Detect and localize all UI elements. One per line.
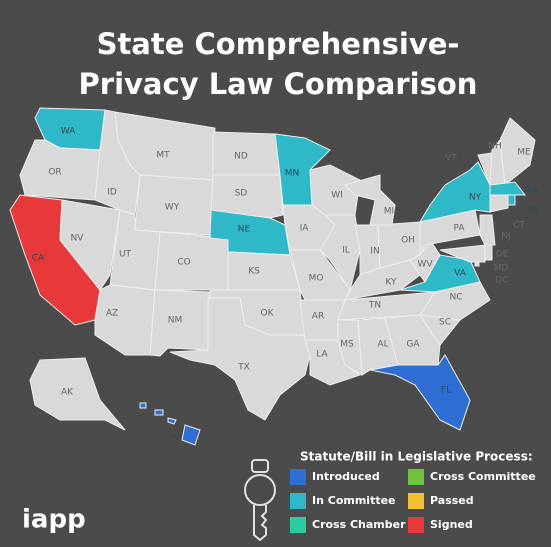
state-label: NH: [488, 142, 502, 152]
state-label: NV: [71, 234, 85, 244]
state-label: DC: [495, 276, 508, 286]
state-label: CT: [513, 221, 525, 231]
state-label: MO: [309, 274, 324, 284]
state-label: KS: [248, 267, 260, 277]
state: [369, 354, 471, 431]
legend-swatch: [408, 469, 424, 485]
key-icon: [244, 459, 276, 542]
state: [489, 194, 509, 213]
state: [418, 314, 461, 346]
state-label: CA: [32, 254, 45, 264]
state-label: WV: [417, 260, 433, 270]
state-label: OH: [401, 236, 415, 246]
state: [439, 244, 486, 263]
state-label: MI: [384, 207, 394, 217]
state-label: AL: [377, 340, 388, 350]
state: [139, 402, 201, 446]
logo: iapp: [22, 505, 86, 535]
state-label: VA: [454, 269, 467, 279]
state: [319, 214, 361, 292]
legend-swatch: [290, 493, 306, 509]
state-label: IA: [300, 224, 310, 234]
legend-label: Cross Chamber: [312, 518, 406, 531]
state-label: FL: [441, 386, 451, 396]
state-label: ND: [234, 152, 248, 162]
state: [227, 251, 301, 291]
state-label: WY: [165, 203, 180, 213]
state-label: NM: [168, 316, 183, 326]
legend-title: Statute/Bill in Legislative Process:: [300, 450, 533, 464]
state: [499, 117, 536, 186]
state-label: TX: [237, 363, 250, 373]
state-label: NY: [469, 193, 482, 203]
state: [474, 261, 480, 267]
state-label: ME: [517, 148, 531, 158]
state-label: OK: [261, 309, 275, 319]
state-label: IL: [342, 246, 350, 256]
state: [210, 174, 284, 219]
legend-swatch: [290, 469, 306, 485]
state-label: PA: [453, 224, 465, 234]
state: [479, 214, 496, 246]
title-line: State Comprehensive-: [97, 27, 460, 61]
state: [59, 199, 121, 291]
state-label: WI: [331, 191, 343, 201]
state-label: IN: [370, 247, 379, 257]
state-label: GA: [406, 340, 420, 350]
state-label: UT: [119, 250, 132, 260]
legend-swatch: [290, 517, 306, 533]
state-label: MN: [285, 169, 300, 179]
state-label: HI: [172, 433, 181, 443]
legend-label: Introduced: [312, 470, 380, 483]
legend-swatch: [408, 493, 424, 509]
state-label: MT: [156, 151, 170, 161]
legend-label: In Committee: [312, 494, 396, 507]
state: [484, 244, 493, 261]
legend-swatch: [408, 517, 424, 533]
state-label: MA: [524, 186, 539, 196]
state-label: CO: [177, 258, 190, 268]
state-label: NC: [449, 293, 462, 303]
state: [419, 281, 491, 321]
state-label: LA: [316, 350, 328, 360]
state-label: OR: [48, 168, 61, 178]
state-label: AR: [312, 312, 324, 322]
state-label: WA: [61, 127, 76, 137]
legend-label: Cross Committee: [430, 470, 536, 483]
state-labels: WA OR CA NV ID MT WY UT CO AZ NM ND SD NE KS OK TX MN IA MO…: [32, 127, 539, 443]
state: [507, 194, 516, 206]
state-label: TN: [368, 301, 381, 311]
state-label: RI: [529, 206, 538, 216]
legend-label: Passed: [430, 494, 474, 507]
state-label: DE: [496, 250, 509, 260]
legend: Introduced In Committee Cross Chamber Cross…: [290, 469, 536, 533]
legend-label: Signed: [430, 518, 473, 531]
title-line: Privacy Law Comparison: [79, 67, 478, 101]
state-label: MD: [494, 264, 509, 274]
state-label: VT: [445, 154, 457, 164]
state: [169, 297, 311, 421]
state-label: MS: [340, 340, 354, 350]
state-label: NE: [238, 225, 251, 235]
state-label: SC: [439, 318, 451, 328]
state-label: AZ: [106, 309, 118, 319]
state: [344, 174, 396, 226]
state-label: ID: [107, 188, 117, 198]
state-label: NJ: [501, 232, 510, 242]
state: [337, 319, 363, 376]
state: [489, 181, 527, 196]
state-label: AK: [61, 388, 74, 398]
state-label: SD: [235, 189, 248, 199]
us-map: [9, 107, 536, 446]
state: [154, 231, 231, 291]
state: [29, 357, 126, 431]
state-label: KY: [385, 278, 397, 288]
